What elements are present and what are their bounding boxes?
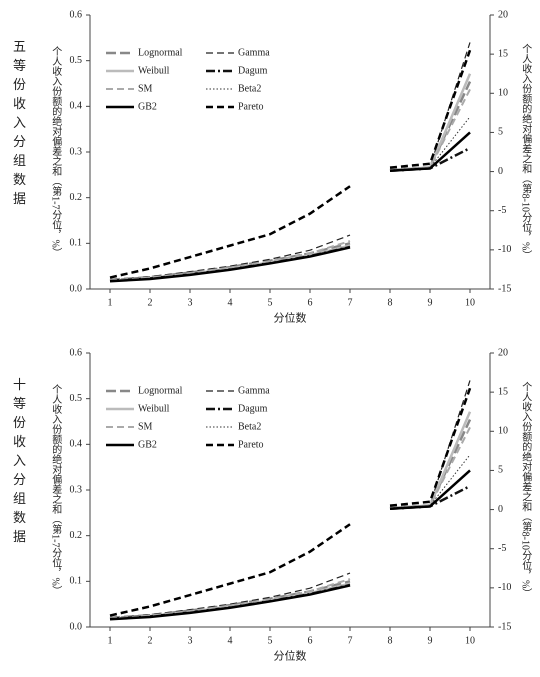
x-tick-label: 8 — [388, 635, 393, 646]
x-tick-label: 9 — [428, 297, 433, 308]
legend-label: Weibull — [138, 65, 170, 76]
series-line — [109, 246, 351, 283]
y-tick-label: 0.3 — [70, 484, 83, 495]
y-axis-label: 个人收入份额的绝对偏差之和（第1-7分位，%） — [50, 46, 62, 258]
y2-tick-label: -15 — [498, 621, 511, 632]
y-tick-label: 0.5 — [70, 393, 83, 404]
x-tick-label: 10 — [465, 297, 475, 308]
x-tick-label: 8 — [388, 297, 393, 308]
series-line — [389, 469, 471, 511]
x-tick-label: 3 — [188, 297, 193, 308]
y-tick-label: 0.4 — [70, 101, 83, 112]
y-tick-label: 0.0 — [70, 621, 83, 632]
series-line — [109, 584, 351, 621]
y-tick-label: 0.2 — [70, 530, 83, 541]
y-tick-label: 0.5 — [70, 55, 83, 66]
x-tick-label: 9 — [428, 635, 433, 646]
series-line — [109, 523, 351, 617]
x-tick-label: 2 — [148, 297, 153, 308]
series-line — [109, 572, 351, 619]
legend-label: Gamma — [238, 385, 270, 396]
legend-label: Gamma — [238, 47, 270, 58]
y-tick-label: 0.2 — [70, 192, 83, 203]
x-tick-label: 3 — [188, 635, 193, 646]
y2-tick-label: 10 — [498, 88, 508, 99]
legend-label: SM — [138, 83, 153, 94]
y2-tick-label: 15 — [498, 48, 508, 59]
y2-axis-label: 个人收入份额的绝对偏差之和（第8-10分位，%） — [520, 381, 532, 598]
series-line — [109, 234, 351, 281]
series-line — [389, 419, 472, 510]
series-line — [389, 81, 472, 172]
panel-label: 五等份收入分组数据 — [11, 40, 26, 211]
y2-tick-label: 10 — [498, 426, 508, 437]
y-tick-label: 0.6 — [70, 9, 83, 20]
legend-label: Lognormal — [138, 47, 183, 58]
y2-axis-label: 个人收入份额的绝对偏差之和（第8-10分位，%） — [520, 43, 532, 260]
y-tick-label: 0.1 — [70, 238, 83, 249]
y-axis-label: 个人收入份额的绝对偏差之和（第1-7分位，%） — [50, 384, 62, 596]
y-tick-label: 0.3 — [70, 146, 83, 157]
series-line — [109, 185, 351, 279]
y2-tick-label: -15 — [498, 283, 511, 294]
y-tick-label: 0.4 — [70, 439, 83, 450]
series-line — [109, 240, 351, 282]
y2-tick-label: -10 — [498, 582, 511, 593]
y2-tick-label: -10 — [498, 244, 511, 255]
y2-tick-label: 5 — [498, 127, 503, 138]
x-tick-label: 1 — [108, 297, 113, 308]
x-tick-label: 2 — [148, 635, 153, 646]
series-line — [109, 584, 351, 620]
legend-label: Dagum — [238, 403, 268, 414]
legend-label: Beta2 — [238, 421, 261, 432]
x-tick-label: 7 — [348, 297, 353, 308]
x-tick-label: 6 — [308, 297, 313, 308]
series-line — [109, 583, 351, 621]
legend-label: Weibull — [138, 403, 170, 414]
legend-label: SM — [138, 421, 153, 432]
y-tick-label: 0.0 — [70, 283, 83, 294]
x-axis-label: 分位数 — [274, 649, 307, 663]
x-tick-label: 4 — [228, 635, 233, 646]
legend-label: GB2 — [138, 439, 157, 450]
legend-label: Dagum — [238, 65, 268, 76]
y2-tick-label: 20 — [498, 9, 508, 20]
y2-tick-label: -5 — [498, 543, 506, 554]
series-line — [109, 578, 351, 620]
y2-tick-label: 15 — [498, 386, 508, 397]
x-axis-label: 分位数 — [274, 311, 307, 325]
x-tick-label: 5 — [268, 297, 273, 308]
y2-tick-label: 0 — [498, 166, 503, 177]
y-tick-label: 0.1 — [70, 576, 83, 587]
series-line — [109, 245, 351, 283]
y-tick-label: 0.6 — [70, 347, 83, 358]
series-line — [389, 387, 472, 507]
x-tick-label: 5 — [268, 635, 273, 646]
series-line — [109, 244, 351, 283]
legend-label: GB2 — [138, 101, 157, 112]
series-line — [389, 49, 472, 169]
y2-tick-label: -5 — [498, 205, 506, 216]
legend-label: Beta2 — [238, 83, 261, 94]
legend-label: Pareto — [238, 101, 264, 112]
legend-label: Pareto — [238, 439, 264, 450]
series-line — [109, 246, 351, 282]
legend-label: Lognormal — [138, 385, 183, 396]
x-tick-label: 10 — [465, 635, 475, 646]
x-tick-label: 6 — [308, 635, 313, 646]
x-tick-label: 1 — [108, 635, 113, 646]
series-line — [109, 582, 351, 621]
series-line — [389, 131, 471, 173]
series-line — [109, 580, 351, 620]
series-line — [109, 242, 351, 282]
y2-tick-label: 0 — [498, 504, 503, 515]
x-tick-label: 7 — [348, 635, 353, 646]
x-tick-label: 4 — [228, 297, 233, 308]
y2-tick-label: 5 — [498, 465, 503, 476]
panel-label: 十等份收入分组数据 — [11, 378, 26, 549]
y2-tick-label: 20 — [498, 347, 508, 358]
